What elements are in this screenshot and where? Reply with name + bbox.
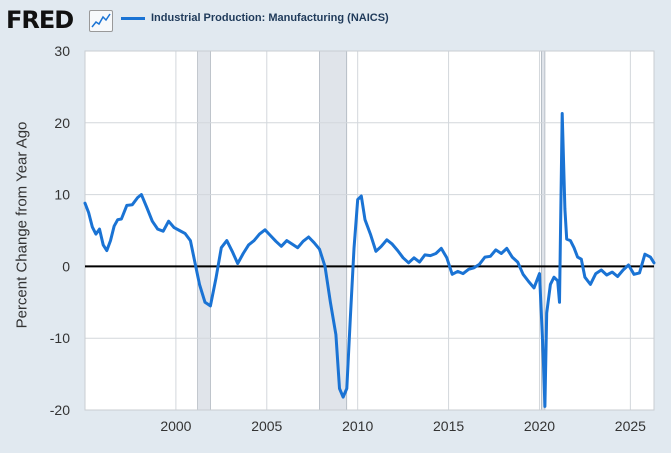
- y-tick-label: 20: [54, 115, 70, 131]
- x-tick-label: 2000: [160, 418, 191, 434]
- x-tick-label: 2015: [433, 418, 464, 434]
- legend-series-label: Industrial Production: Manufacturing (NA…: [151, 12, 389, 24]
- x-tick-label: 2010: [342, 418, 373, 434]
- y-tick-label: -20: [50, 402, 70, 418]
- y-tick-label: -10: [50, 330, 70, 346]
- fred-logo[interactable]: FRED: [6, 6, 74, 34]
- y-tick-label: 10: [54, 187, 70, 203]
- chart-header: FRED Industrial Production: Manufacturin…: [0, 0, 671, 40]
- chart-line-icon: [89, 10, 113, 32]
- x-tick-label: 2025: [615, 418, 646, 434]
- y-tick-label: 30: [54, 43, 70, 59]
- legend-swatch: [121, 16, 145, 20]
- legend[interactable]: Industrial Production: Manufacturing (NA…: [121, 12, 389, 24]
- series-line: [83, 112, 656, 408]
- recession-band-0: [197, 50, 211, 411]
- x-tick-label: 2020: [524, 418, 555, 434]
- y-tick-label: 0: [62, 258, 70, 274]
- recession-band-1: [319, 50, 348, 411]
- x-tick-label: 2005: [251, 418, 282, 434]
- plot-border: [84, 50, 655, 411]
